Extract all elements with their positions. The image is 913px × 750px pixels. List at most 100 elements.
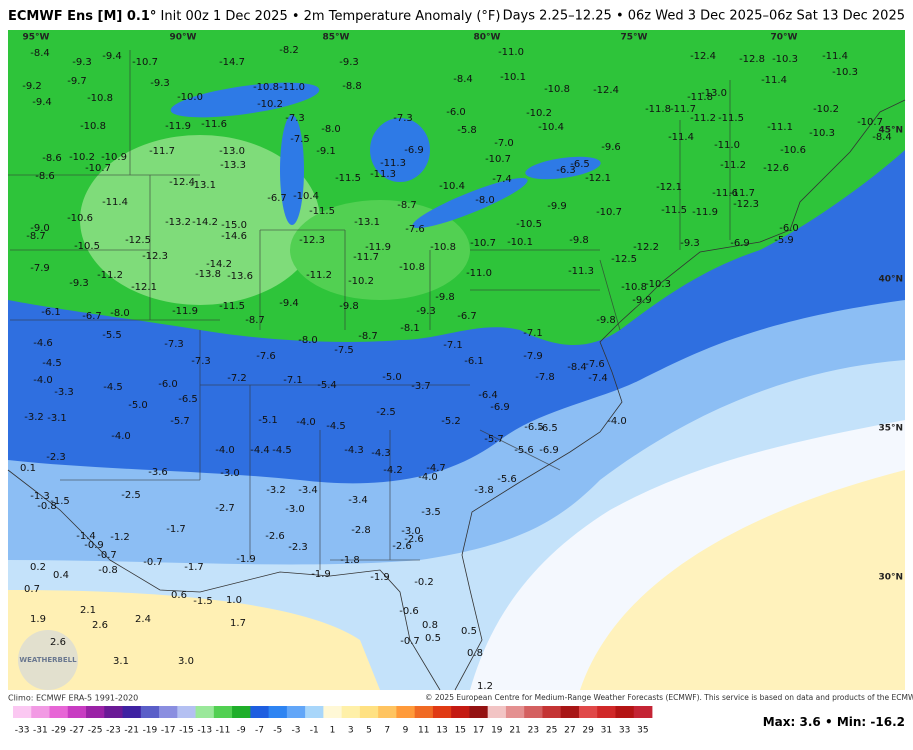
anomaly-label: -7.3	[393, 113, 413, 124]
anomaly-label: -10.3	[832, 67, 858, 78]
anomaly-label: 0.4	[53, 570, 69, 581]
colorbar-cell	[414, 706, 434, 718]
anomaly-label: -8.4	[453, 74, 473, 85]
anomaly-label: 3.1	[113, 656, 129, 667]
colorbar-label: 27	[564, 726, 575, 736]
colorbar-cell	[268, 706, 288, 718]
lat-label: 45°N	[878, 126, 903, 136]
anomaly-label: -6.5	[538, 423, 558, 434]
anomaly-label: -7.2	[227, 373, 247, 384]
anomaly-label: -9.9	[632, 295, 652, 306]
colorbar-cell	[524, 706, 543, 718]
anomaly-label: -4.7	[426, 463, 446, 474]
anomaly-label: -10.5	[74, 241, 100, 252]
colorbar-label: 19	[491, 726, 503, 736]
colorbar-label: 31	[601, 726, 612, 736]
anomaly-label: -9.8	[596, 315, 616, 326]
anomaly-label: -3.0	[285, 504, 305, 515]
anomaly-label: -4.0	[215, 445, 235, 456]
colorbar-label: -13	[197, 726, 212, 736]
colorbar-cell	[195, 706, 215, 718]
anomaly-label: -9.0	[30, 223, 50, 234]
anomaly-label: -6.5	[178, 394, 198, 405]
anomaly-label: -4.5	[326, 421, 346, 432]
anomaly-label: -0.8	[37, 501, 57, 512]
anomaly-label: -5.0	[382, 372, 402, 383]
anomaly-label: -8.8	[342, 81, 362, 92]
colorbar-cell	[633, 706, 653, 718]
anomaly-label: -6.7	[267, 193, 287, 204]
colorbar-cell	[250, 706, 269, 718]
anomaly-label: -11.7	[670, 104, 696, 115]
anomaly-label: -5.6	[497, 474, 517, 485]
anomaly-label: 0.7	[24, 584, 40, 595]
title-rest: Init 00z 1 Dec 2025 • 2m Temperature Ano…	[161, 9, 501, 24]
colorbar-cell	[177, 706, 196, 718]
anomaly-label: 0.2	[30, 562, 46, 573]
anomaly-label: 0.8	[467, 648, 483, 659]
anomaly-label: -10.8	[621, 282, 647, 293]
anomaly-label: -14.2	[206, 259, 232, 270]
anomaly-label: -10.3	[809, 128, 835, 139]
gulf-coast	[7, 469, 441, 691]
anomaly-label: -9.3	[72, 57, 92, 68]
colorbar-label: 11	[418, 726, 429, 736]
model-name: ECMWF Ens [M] 0.1°	[8, 9, 156, 24]
colorbar-label: -33	[15, 726, 30, 736]
anomaly-label: -4.0	[33, 375, 53, 386]
anomaly-label: -4.5	[272, 445, 292, 456]
anomaly-label: -0.7	[143, 557, 163, 568]
anomaly-label: -8.7	[26, 231, 46, 242]
colorbar-label: 33	[619, 726, 630, 736]
colorbar-cell	[49, 706, 69, 718]
anomaly-label: -12.1	[656, 182, 682, 193]
anomaly-label: -3.8	[474, 485, 494, 496]
colorbar-label: 21	[509, 726, 520, 736]
anomaly-label: -10.2	[348, 276, 374, 287]
valid-time: Days 2.25–12.25 • 06z Wed 3 Dec 2025–06z…	[503, 9, 905, 24]
anomaly-label: -11.9	[165, 121, 191, 132]
anomaly-label: -6.5	[570, 159, 590, 170]
anomaly-label: -14.2	[192, 217, 218, 228]
anomaly-label: -10.4	[538, 122, 564, 133]
anomaly-label: -9.8	[435, 292, 455, 303]
anomaly-label: -11.5	[335, 173, 361, 184]
colorbar-cell	[378, 706, 397, 718]
anomaly-label: -8.0	[110, 308, 130, 319]
anomaly-label: -9.3	[680, 238, 700, 249]
anomaly-label: -11.6	[201, 119, 227, 130]
colorbar-cell	[341, 706, 361, 718]
anomaly-label: -10.8	[253, 82, 279, 93]
anomaly-label: 0.8	[422, 620, 438, 631]
anomaly-label: -11.0	[466, 268, 492, 279]
anomaly-label: -12.3	[733, 199, 759, 210]
anomaly-label: -8.0	[298, 335, 318, 346]
anomaly-label: 0.6	[171, 590, 187, 601]
anomaly-label: -1.7	[166, 524, 186, 535]
anomaly-label: -11.4	[761, 75, 787, 86]
anomaly-label: 2.4	[135, 614, 151, 625]
anomaly-label: -12.3	[142, 251, 168, 262]
anomaly-label: -13.1	[354, 217, 380, 228]
colorbar-label: -11	[216, 726, 231, 736]
lat-label: 30°N	[878, 573, 903, 583]
lat-label: 35°N	[878, 424, 903, 434]
anomaly-label: -11.7	[149, 146, 175, 157]
anomaly-label: -7.1	[283, 375, 303, 386]
title: ECMWF Ens [M] 0.1° Init 00z 1 Dec 2025 •…	[8, 9, 500, 24]
anomaly-label: -13.2	[165, 217, 191, 228]
anomaly-label: -3.2	[266, 485, 286, 496]
anomaly-label: -8.0	[475, 195, 495, 206]
anomaly-label: -11.0	[498, 47, 524, 58]
logo-badge	[18, 630, 78, 690]
anomaly-label: -11.0	[279, 82, 305, 93]
colorbar-label: 3	[348, 726, 354, 736]
logo: WEATHERBELL	[19, 656, 77, 664]
anomaly-label: -10.7	[857, 117, 883, 128]
anomaly-label: -6.0	[446, 107, 466, 118]
anomaly-label: -3.3	[54, 387, 74, 398]
anomaly-label: -1.5	[50, 496, 70, 507]
anomaly-label: -10.3	[772, 54, 798, 65]
colorbar-cell	[359, 706, 379, 718]
map-labels: 95°W 90°W 85°W 80°W 75°W 70°W 45°N 40°N 35°N 30°N…	[18, 33, 903, 690]
